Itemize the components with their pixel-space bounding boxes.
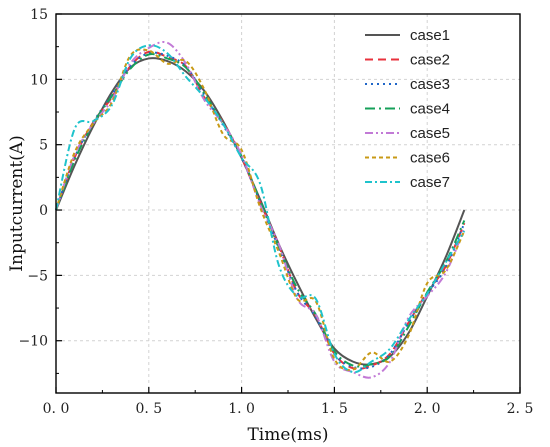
series-line-case7	[55, 44, 466, 374]
series-lines	[55, 40, 466, 379]
x-tick-label: 1. 5	[321, 401, 348, 417]
legend-label-case3: case3	[410, 76, 450, 93]
x-tick-label: 2. 0	[414, 401, 441, 417]
x-tick-label: 2. 5	[507, 401, 534, 417]
legend-label-case6: case6	[410, 150, 450, 167]
x-tick-label: 0. 0	[43, 401, 70, 417]
y-tick-label: −5	[27, 268, 48, 284]
y-tick-label: −10	[18, 334, 48, 350]
y-axis-title: Inputcurrent(A)	[7, 135, 27, 271]
axis-ticks: 0. 0 0. 5 1. 0 1. 5 2. 0 2. 5 −10 −5 0 5 10 15	[18, 7, 533, 417]
y-tick-label: 0	[39, 203, 48, 219]
legend: case1 case2 case3 case4 case5 case6 case7	[365, 27, 450, 191]
legend-label-case4: case4	[410, 101, 450, 118]
y-tick-label: 5	[39, 138, 48, 154]
legend-label-case2: case2	[410, 52, 450, 69]
series-line-case1	[55, 57, 466, 366]
y-tick-label: 15	[30, 7, 48, 23]
x-tick-label: 0. 5	[135, 401, 162, 417]
x-tick-label: 1. 0	[228, 401, 255, 417]
legend-label-case1: case1	[410, 27, 450, 44]
series-line-case3	[55, 51, 466, 370]
legend-label-case7: case7	[410, 174, 450, 191]
x-axis-title: Time(ms)	[247, 425, 328, 445]
y-tick-label: 10	[30, 72, 48, 88]
gridlines	[56, 14, 520, 393]
legend-label-case5: case5	[410, 125, 450, 142]
